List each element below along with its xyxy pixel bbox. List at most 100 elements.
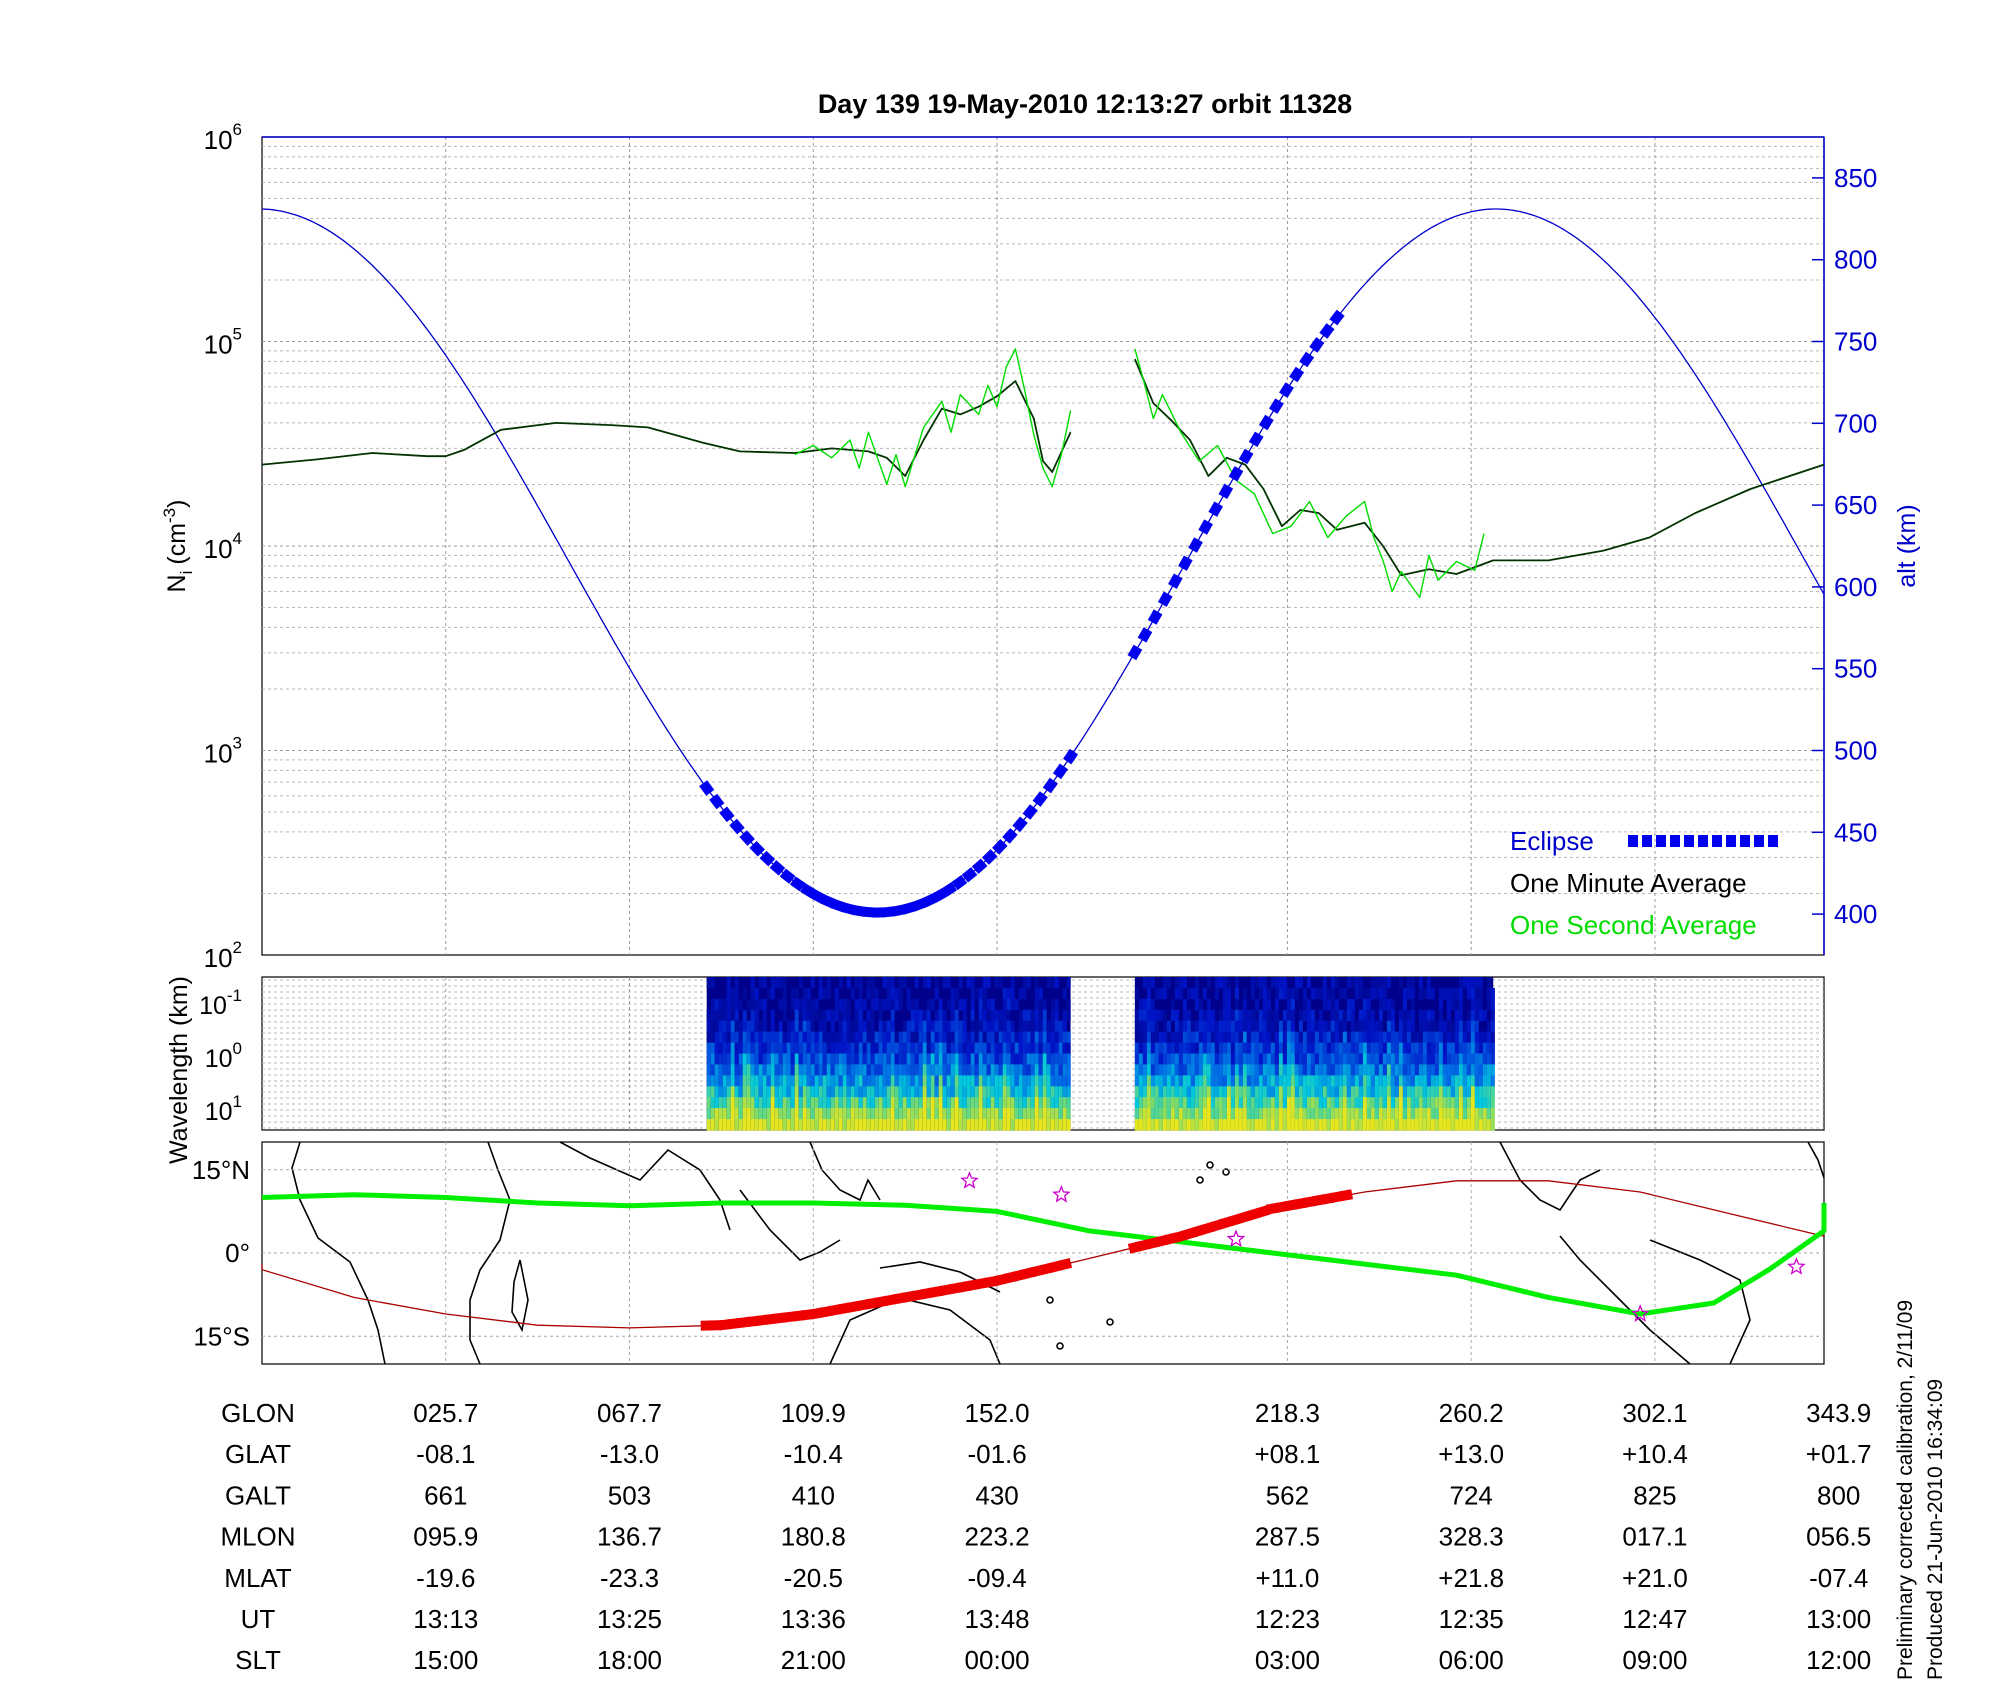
spectrogram-cell	[1486, 987, 1491, 1000]
tick-exponent: 0	[233, 1039, 242, 1058]
spectrogram-cell	[1046, 1053, 1051, 1065]
spectrogram-cell	[1346, 1097, 1351, 1109]
spectrogram-cell	[1230, 1075, 1235, 1087]
spectrogram-cell	[1154, 1031, 1159, 1043]
spectrogram-cell	[710, 1108, 715, 1120]
spectrogram-cell	[1394, 1042, 1399, 1054]
spectrogram-cell	[938, 998, 943, 1011]
spectrogram-cell	[1370, 1020, 1375, 1033]
spectrogram-cell	[758, 1097, 763, 1109]
spectrogram-cell	[982, 1075, 987, 1087]
spectrogram-cell	[1198, 1009, 1203, 1022]
spectrogram-cell	[750, 1053, 755, 1065]
spectrogram-cell	[1254, 1009, 1259, 1022]
spectrogram-cell	[1198, 1064, 1203, 1076]
spectrogram-cell	[774, 1064, 779, 1076]
eclipse-marker	[1002, 828, 1018, 844]
table-cell: 302.1	[1622, 1398, 1687, 1428]
spectrogram-cell	[986, 1119, 991, 1131]
spectrogram-cell	[1278, 1108, 1283, 1120]
spectrogram-cell	[906, 998, 911, 1011]
spectrogram-cell	[938, 1042, 943, 1054]
spectrogram-cell	[774, 1031, 779, 1043]
table-row-label: UT	[241, 1604, 276, 1634]
spectrogram-cell	[1038, 998, 1043, 1011]
map-y-tick-label: 15°S	[193, 1321, 250, 1351]
spectrogram-cell	[798, 1009, 803, 1022]
spectrogram-cell	[914, 1097, 919, 1109]
spectrogram-cell	[774, 1042, 779, 1054]
spectrogram-cell	[1406, 1042, 1411, 1054]
spectrogram-cell	[1474, 977, 1479, 989]
spectrogram-cell	[1398, 1031, 1403, 1043]
spectrogram-cell	[1230, 1020, 1235, 1033]
spectrogram-cell	[1450, 1075, 1455, 1087]
table-cell: +21.0	[1622, 1563, 1688, 1593]
spectrogram-cell	[862, 1086, 867, 1098]
spectrogram-cell	[1314, 1119, 1319, 1131]
spectrogram-cell	[1330, 1119, 1335, 1131]
table-cell: 136.7	[597, 1522, 662, 1552]
spectrogram-cell	[1054, 1119, 1059, 1131]
spectrogram-cell	[886, 1042, 891, 1054]
spectrogram-cell	[1202, 1020, 1207, 1033]
spectrogram-cell	[1186, 1009, 1191, 1022]
spectrogram-cell	[714, 1020, 719, 1033]
spectrogram-cell	[958, 1119, 963, 1131]
spectrogram-cell	[1410, 1020, 1415, 1033]
spectrogram-cell	[834, 1108, 839, 1120]
spectrogram-cell	[1034, 998, 1039, 1011]
spectrogram-cell	[1454, 1108, 1459, 1120]
spectrogram-cell	[1330, 1108, 1335, 1120]
spectrogram-cell	[1398, 1042, 1403, 1054]
spectrogram-cell	[1426, 1086, 1431, 1098]
spectrogram-cell	[774, 1086, 779, 1098]
spectrogram-cell	[874, 1075, 879, 1087]
spectrogram-cell	[1362, 987, 1367, 1000]
spectrogram-cell	[1170, 1119, 1175, 1131]
spectrogram-cell	[1358, 987, 1363, 1000]
tick-base: 10	[204, 739, 233, 769]
spectrogram-cell	[922, 1086, 927, 1098]
spectrogram-cell	[1174, 1020, 1179, 1033]
spectrogram-cell	[1242, 1108, 1247, 1120]
spectrogram-cell	[874, 1097, 879, 1109]
spectrogram-cell	[958, 1075, 963, 1087]
spectrogram-cell	[798, 1031, 803, 1043]
spectrogram-cell	[1294, 1075, 1299, 1087]
spectrogram-cell	[1194, 1064, 1199, 1076]
spectrogram-cell	[1358, 977, 1363, 989]
legend: Eclipse One Minute Average One Second Av…	[1510, 826, 1778, 940]
spectrogram-cell	[802, 998, 807, 1011]
spectrogram-cell	[1346, 998, 1351, 1011]
spectrogram-cell	[910, 1108, 915, 1120]
spectrogram-cell	[1238, 1020, 1243, 1033]
spectrogram-cell	[1262, 987, 1267, 1000]
spectrogram-cell	[1258, 1108, 1263, 1120]
spectrogram-cell	[1006, 1086, 1011, 1098]
spectrogram-cell	[902, 1119, 907, 1131]
spectrogram-cell	[946, 1053, 951, 1065]
spectrogram-cell	[1450, 998, 1455, 1011]
spectrogram-cell	[950, 1020, 955, 1033]
spectrogram-cell	[1190, 1075, 1195, 1087]
spectrogram-cell	[1322, 1075, 1327, 1087]
spectrogram-cell	[846, 1097, 851, 1109]
eclipse-marker	[941, 881, 958, 897]
spectrogram-cell	[890, 1064, 895, 1076]
spectrogram-cell	[1290, 1108, 1295, 1120]
spectrogram-cell	[1362, 1119, 1367, 1131]
spectrogram-cell	[1438, 1020, 1443, 1033]
spectrogram-cell	[1302, 1042, 1307, 1054]
spectrogram-cell	[1442, 1119, 1447, 1131]
spectrogram-cell	[1022, 1064, 1027, 1076]
spectrogram-cell	[1242, 1009, 1247, 1022]
spectrogram-cell	[998, 1053, 1003, 1065]
spectrogram-cell	[1222, 1086, 1227, 1098]
spectrogram-cell	[1458, 1031, 1463, 1043]
spectrogram-cell	[998, 1097, 1003, 1109]
spectrogram-cell	[942, 977, 947, 989]
spectrogram-cell	[814, 1097, 819, 1109]
spectrogram-cell	[758, 1119, 763, 1131]
spectrogram-cell	[762, 1053, 767, 1065]
